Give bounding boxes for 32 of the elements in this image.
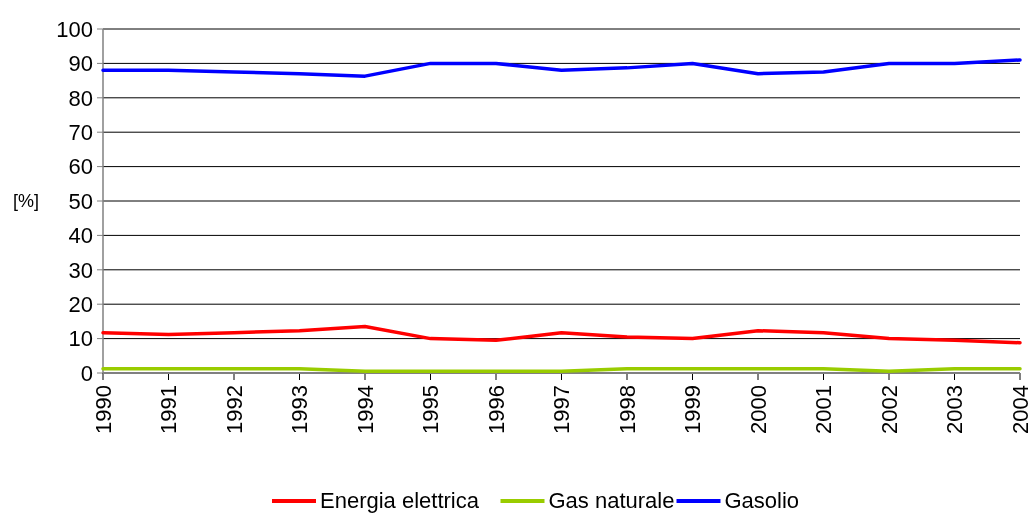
x-tick-label: 1998 (614, 385, 640, 434)
legend-label: Gas naturale (548, 488, 675, 513)
y-tick-label: 0 (80, 360, 93, 386)
x-tick-label: 1994 (352, 385, 378, 434)
y-tick-label: 30 (68, 257, 93, 283)
y-tick-label: 40 (68, 223, 93, 249)
y-tick-label: 60 (68, 154, 93, 180)
x-tick-label: 1993 (287, 385, 313, 434)
y-tick-label: 70 (68, 119, 93, 145)
y-tick-label: 10 (68, 326, 93, 352)
y-tick-label: 20 (68, 291, 93, 317)
x-tick-label: 2002 (876, 385, 902, 434)
y-axis-title: [%] (12, 191, 40, 212)
x-tick-label: 1995 (418, 385, 444, 434)
legend-label: Gasolio (724, 488, 800, 513)
legend-label: Energia elettrica (320, 488, 480, 513)
x-tick-label: 1990 (90, 385, 116, 434)
line-series (101, 58, 1022, 78)
y-tick-label: 80 (68, 85, 93, 111)
x-tick-label: 1996 (483, 385, 509, 434)
y-tick-label: 90 (68, 51, 93, 77)
x-tick-label: 1992 (221, 385, 247, 434)
y-tick-label: 50 (68, 188, 93, 214)
y-tick-label: 100 (56, 16, 93, 42)
line-series (101, 324, 1022, 345)
x-tick-label: 2004 (1007, 385, 1032, 434)
x-tick-label: 2001 (811, 385, 837, 434)
x-tick-label: 1991 (156, 385, 182, 434)
x-tick-label: 2003 (942, 385, 968, 434)
x-tick-label: 2000 (745, 385, 771, 434)
x-tick-label: 1997 (549, 385, 575, 434)
x-tick-label: 1999 (680, 385, 706, 434)
